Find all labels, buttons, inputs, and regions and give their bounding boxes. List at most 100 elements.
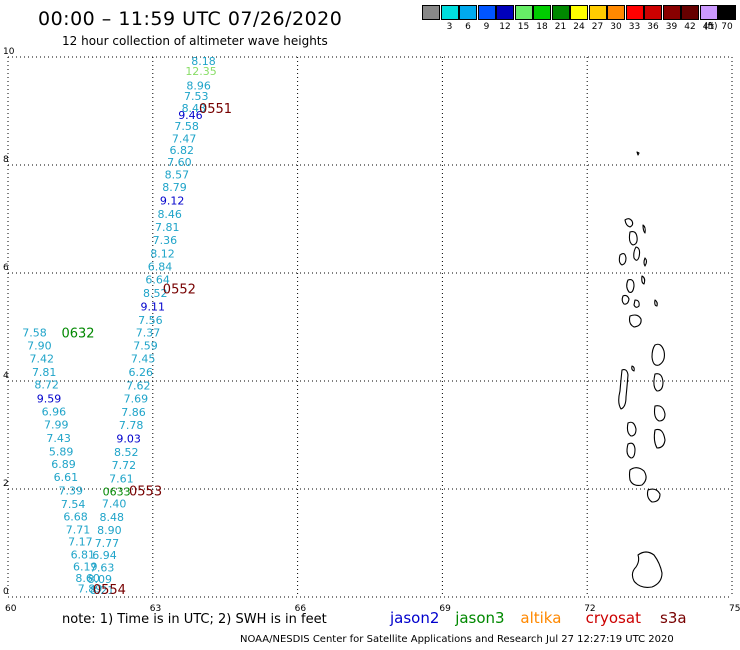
wave-height-label: 7.47 bbox=[172, 132, 197, 145]
satellite-s3a: s3a bbox=[660, 609, 687, 627]
legend-swatch bbox=[607, 5, 625, 20]
satellite-jason3: jason3 bbox=[455, 609, 505, 627]
pass-time-label: 0632 bbox=[61, 326, 94, 341]
pass-time-label: 0552 bbox=[163, 283, 196, 298]
legend-swatch bbox=[699, 5, 718, 20]
wave-height-label: 7.42 bbox=[30, 353, 55, 366]
wave-height-label: 6.84 bbox=[148, 260, 173, 273]
x-tick-label: 66 bbox=[295, 604, 307, 614]
wave-height-label: 8.46 bbox=[157, 208, 182, 221]
wave-height-label: 7.62 bbox=[126, 380, 151, 393]
wave-height-label: 7.63 bbox=[90, 562, 115, 575]
wave-height-label: 7.43 bbox=[46, 432, 71, 445]
legend-swatch bbox=[570, 5, 588, 20]
legend-swatch bbox=[644, 5, 662, 20]
island bbox=[618, 369, 629, 410]
island bbox=[636, 151, 640, 156]
wave-height-label: 6.19 bbox=[73, 561, 98, 574]
island bbox=[631, 551, 663, 588]
units-note: note: 1) Time is in UTC; 2) SWH is in fe… bbox=[62, 612, 327, 627]
x-tick-label: 69 bbox=[439, 604, 451, 614]
y-tick-label: 6 bbox=[3, 263, 9, 273]
legend-swatch bbox=[514, 5, 533, 20]
wave-height-label: 7.36 bbox=[153, 234, 178, 247]
wave-height-label: 9.46 bbox=[178, 109, 203, 122]
wave-height-label: 7.69 bbox=[124, 393, 149, 406]
wave-height-label: 7.40 bbox=[102, 497, 127, 510]
wave-height-label: 8.60 bbox=[75, 572, 100, 585]
y-tick-label: 8 bbox=[3, 155, 9, 165]
wave-height-label: 6.89 bbox=[51, 458, 76, 471]
wave-height-label: 8.57 bbox=[165, 169, 190, 182]
y-tick-label: 2 bbox=[3, 479, 9, 489]
satellite-jason2: jason2 bbox=[390, 609, 440, 627]
wave-height-label: 8.79 bbox=[162, 181, 187, 194]
island bbox=[621, 294, 630, 305]
island bbox=[628, 231, 638, 246]
axis-ticks: 60 63 66 69 72 75 0 2 4 6 8 10 bbox=[3, 47, 740, 614]
wave-height-label: 8.21 bbox=[90, 584, 115, 597]
legend-label: 24 bbox=[573, 22, 585, 32]
wave-height-label: 7.77 bbox=[95, 537, 120, 550]
legend-label: 15 bbox=[517, 22, 530, 32]
island bbox=[633, 246, 641, 261]
island bbox=[653, 405, 666, 422]
y-tick-label: 10 bbox=[3, 47, 15, 57]
wave-height-label: 8.52 bbox=[114, 446, 139, 459]
wave-height-label: 7.61 bbox=[109, 473, 134, 486]
island bbox=[641, 275, 646, 285]
wave-height-label: 7.81 bbox=[32, 366, 57, 379]
map-subtitle: 12 hour collection of altimeter wave hei… bbox=[62, 34, 328, 48]
legend-label: 70 bbox=[721, 22, 733, 32]
island bbox=[653, 428, 666, 449]
legend-label: 42 bbox=[684, 22, 696, 32]
wave-height-label: 6.26 bbox=[128, 366, 153, 379]
wave-height-label: 7.59 bbox=[133, 340, 158, 353]
y-tick-label: 4 bbox=[3, 371, 9, 381]
pass-time-label: 0553 bbox=[129, 484, 162, 499]
legend-label: 30 bbox=[610, 22, 622, 32]
legend-label: 21 bbox=[554, 22, 567, 32]
maldives-coastline bbox=[618, 151, 666, 588]
wave-height-label: 7.90 bbox=[27, 340, 52, 353]
wave-height-label: 8.18 bbox=[191, 55, 216, 68]
legend-unit: (ft) bbox=[704, 22, 718, 32]
wave-height-label: 8.48 bbox=[100, 511, 125, 524]
legend-label: 9 bbox=[483, 22, 490, 32]
wave-height-label: 8.52 bbox=[143, 287, 168, 300]
wave-height-label: 5.89 bbox=[49, 446, 74, 459]
legend-swatch bbox=[477, 5, 496, 20]
wave-height-label: 0633 bbox=[103, 485, 131, 498]
footer-credit: NOAA/NESDIS Center for Satellite Applica… bbox=[240, 634, 674, 645]
island bbox=[624, 218, 634, 228]
legend-label: 18 bbox=[536, 22, 548, 32]
wave-height-labels: 8.1812.358.967.538.439.467.587.476.827.6… bbox=[22, 55, 232, 598]
legend-swatch bbox=[440, 5, 459, 20]
legend-label: 36 bbox=[647, 22, 659, 32]
island bbox=[643, 257, 648, 267]
x-tick-label: 72 bbox=[584, 604, 595, 614]
wave-height-label: 7.89 bbox=[78, 583, 103, 596]
legend-swatch bbox=[459, 5, 477, 20]
x-tick-label: 75 bbox=[729, 604, 740, 614]
island bbox=[628, 467, 647, 486]
legend-label: 45 bbox=[702, 22, 715, 32]
wave-height-label: 9.11 bbox=[141, 300, 166, 313]
island bbox=[654, 299, 658, 307]
map-title: 00:00 – 11:59 UTC 07/26/2020 bbox=[38, 8, 343, 30]
wave-height-label: 7.56 bbox=[138, 314, 163, 327]
wave-height-label: 7.71 bbox=[66, 523, 91, 536]
wave-height-label: 7.53 bbox=[184, 90, 209, 103]
map-grid bbox=[7, 56, 733, 598]
wave-height-label: 8.43 bbox=[182, 102, 207, 115]
wave-height-label: 7.81 bbox=[155, 221, 180, 234]
wave-height-label: 7.54 bbox=[61, 498, 86, 511]
legend-label: 12 bbox=[499, 22, 511, 32]
wave-height-label: 7.60 bbox=[167, 156, 192, 169]
wave-height-label: 7.45 bbox=[131, 353, 156, 366]
x-tick-label: 63 bbox=[150, 604, 161, 614]
wave-height-label: 7.17 bbox=[68, 536, 93, 549]
wave-height-label: 8.90 bbox=[97, 524, 122, 537]
island bbox=[642, 224, 646, 234]
